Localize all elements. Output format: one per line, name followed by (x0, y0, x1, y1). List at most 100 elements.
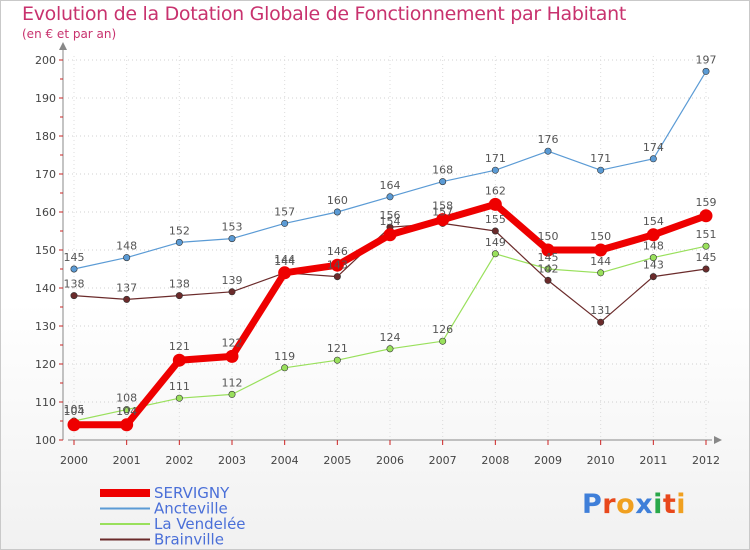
data-label-servigny-2006: 154 (380, 215, 401, 228)
data-label-servigny-2002: 121 (169, 340, 190, 353)
x-axis-arrow (714, 436, 722, 444)
chart-subtitle: (en € et par an) (22, 27, 117, 41)
x-tick-label-2006: 2006 (376, 454, 404, 467)
data-point-servigny-2009 (541, 243, 555, 257)
data-point-la-vendel-e-2002 (175, 394, 183, 402)
data-point-brainville-2000 (70, 292, 78, 300)
data-point-ancteville-2010 (597, 166, 605, 174)
data-label-la-vendel-e-2003: 112 (222, 376, 243, 389)
x-tick-label-2009: 2009 (534, 454, 562, 467)
data-point-servigny-2008 (488, 197, 502, 211)
data-label-ancteville-2000: 145 (64, 251, 85, 264)
data-point-ancteville-2001 (123, 254, 131, 262)
data-point-ancteville-2002 (175, 238, 183, 246)
data-label-ancteville-2008: 171 (485, 152, 506, 165)
x-tick-label-2004: 2004 (271, 454, 299, 467)
data-label-servigny-2003: 122 (222, 336, 243, 349)
data-label-la-vendel-e-2009: 145 (538, 251, 559, 264)
y-tick-label-200: 200 (35, 54, 56, 67)
logo-letter: r (602, 489, 617, 520)
logo-letter: t (662, 489, 677, 520)
data-label-brainville-2006: 156 (380, 209, 401, 222)
data-label-servigny-2012: 159 (696, 196, 717, 209)
data-label-la-vendel-e-2012: 151 (696, 228, 717, 241)
data-point-servigny-2005 (330, 258, 344, 272)
data-label-brainville-2007: 157 (432, 205, 453, 218)
data-label-la-vendel-e-2004: 119 (274, 350, 295, 363)
data-label-ancteville-2004: 157 (274, 205, 295, 218)
data-point-brainville-2010 (597, 318, 605, 326)
data-point-la-vendel-e-2011 (649, 254, 657, 262)
x-tick-label-2002: 2002 (165, 454, 193, 467)
y-tick-label-180: 180 (35, 130, 56, 143)
data-label-brainville-2011: 143 (643, 259, 664, 272)
data-point-ancteville-2009 (544, 147, 552, 155)
data-label-la-vendel-e-2010: 144 (590, 255, 611, 268)
data-label-la-vendel-e-2007: 126 (432, 323, 453, 336)
logo-letter: x (635, 489, 654, 520)
data-point-servigny-2007 (436, 213, 450, 227)
data-label-ancteville-2006: 164 (380, 179, 401, 192)
data-point-ancteville-2003 (228, 235, 236, 243)
data-point-ancteville-2011 (649, 155, 657, 163)
data-label-la-vendel-e-2006: 124 (380, 331, 401, 344)
x-tick-label-2003: 2003 (218, 454, 246, 467)
data-label-la-vendel-e-2008: 149 (485, 236, 506, 249)
data-labels-layer: 145 148 152 153 157 160 164 168 171 176 171 174 197 1… (64, 53, 717, 417)
data-point-ancteville-2012 (702, 67, 710, 75)
data-point-la-vendel-e-2007 (439, 337, 447, 345)
data-point-servigny-2000 (67, 418, 81, 432)
data-label-brainville-2010: 131 (590, 304, 611, 317)
data-point-ancteville-2000 (70, 265, 78, 273)
data-point-la-vendel-e-2006 (386, 345, 394, 353)
data-label-servigny-2009: 150 (538, 230, 559, 243)
data-label-servigny-2011: 154 (643, 215, 664, 228)
data-label-brainville-2009: 142 (538, 262, 559, 275)
data-label-ancteville-2003: 153 (222, 221, 243, 234)
y-tick-label-140: 140 (35, 282, 56, 295)
y-tick-label-160: 160 (35, 206, 56, 219)
data-point-la-vendel-e-2012 (702, 242, 710, 250)
x-tick-label-2012: 2012 (692, 454, 720, 467)
legend-label-servigny: SERVIGNY (154, 484, 230, 502)
data-label-servigny-2000: 104 (64, 405, 85, 418)
data-point-brainville-2011 (649, 273, 657, 281)
data-point-ancteville-2004 (281, 219, 289, 227)
x-axis-ticks: 2000 2001 2002 2003 2004 2005 2006 2007 2008 2009… (60, 440, 720, 467)
data-label-la-vendel-e-2001: 108 (116, 392, 137, 405)
y-tick-label-100: 100 (35, 434, 56, 447)
proxiti-logo: Proxiti (582, 489, 686, 520)
y-tick-label-130: 130 (35, 320, 56, 333)
legend-label-brainville: Brainville (154, 531, 224, 549)
data-label-servigny-2007: 158 (432, 200, 453, 213)
legend-label-la-vendel-e: La Vendelée (154, 515, 246, 533)
y-axis-ticks: 100 110 120 130 140 150 160 170 180 190 200 (35, 54, 63, 447)
data-point-brainville-2009 (544, 276, 552, 284)
logo-letter: i (653, 489, 663, 520)
data-label-brainville-2001: 137 (116, 281, 137, 294)
data-label-la-vendel-e-2011: 148 (643, 240, 664, 253)
data-point-brainville-2002 (175, 292, 183, 300)
data-label-la-vendel-e-2000: 105 (64, 403, 85, 416)
data-label-brainville-2008: 155 (485, 213, 506, 226)
data-point-servigny-2006 (383, 228, 397, 242)
data-label-ancteville-2009: 176 (538, 133, 559, 146)
data-label-la-vendel-e-2002: 111 (169, 380, 190, 393)
data-point-ancteville-2007 (439, 178, 447, 186)
x-tick-label-2000: 2000 (60, 454, 88, 467)
data-label-brainville-2005: 143 (327, 259, 348, 272)
logo-letter: o (616, 489, 636, 520)
data-point-servigny-2003 (225, 349, 239, 363)
y-axis-arrow (59, 42, 67, 50)
data-point-brainville-2008 (491, 227, 499, 235)
data-point-brainville-2003 (228, 288, 236, 296)
data-label-ancteville-2010: 171 (590, 152, 611, 165)
x-tick-label-2008: 2008 (481, 454, 509, 467)
series-layer (67, 67, 713, 432)
logo-letter: P (582, 489, 603, 520)
data-point-la-vendel-e-2004 (281, 364, 289, 372)
data-label-ancteville-2001: 148 (116, 240, 137, 253)
data-label-ancteville-2005: 160 (327, 194, 348, 207)
data-point-la-vendel-e-2008 (491, 250, 499, 258)
